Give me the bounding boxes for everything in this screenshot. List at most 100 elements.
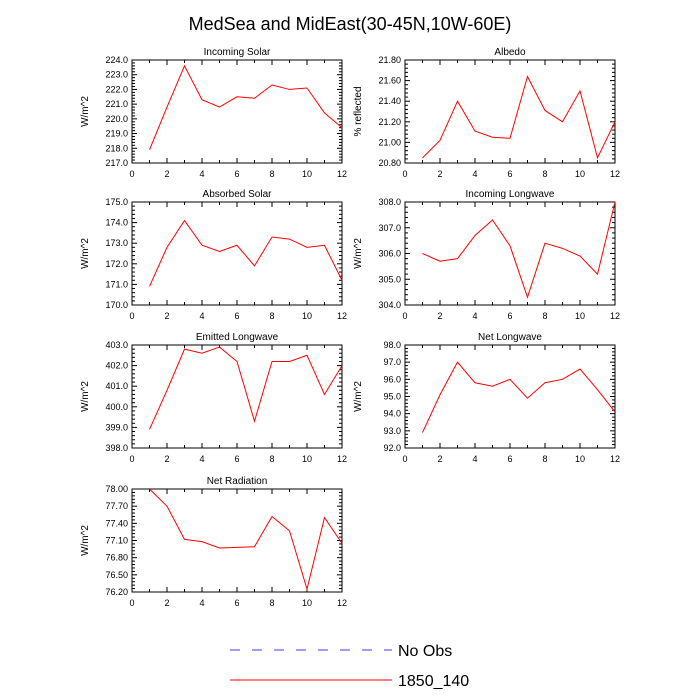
- x-tick-label-incoming-longwave: 0: [402, 311, 407, 321]
- x-tick-label-incoming-longwave: 12: [610, 311, 620, 321]
- x-tick-label-net-radiation: 2: [164, 598, 169, 608]
- panel-emitted-longwave: Emitted Longwave W/m^2 0 2 4 6 8 10 12 398.0 399.0…: [80, 332, 347, 464]
- y-tick-label-absorbed-solar: 171.0: [105, 279, 128, 289]
- legend-label-no-obs: No Obs: [398, 643, 452, 660]
- y-tick-label-net-longwave: 95.0: [383, 392, 401, 402]
- y-tick-label-net-longwave: 92.0: [383, 443, 401, 453]
- x-tick-label-net-radiation: 12: [337, 598, 347, 608]
- y-tick-label-net-longwave: 93.0: [383, 426, 401, 436]
- y-tick-label-net-longwave: 98.0: [383, 340, 401, 350]
- plot-frame-net-longwave: [404, 344, 616, 449]
- legend: No Obs 1850_140: [230, 643, 469, 690]
- panel-title-net-longwave: Net Longwave: [478, 332, 542, 343]
- y-tick-label-emitted-longwave: 398.0: [105, 443, 128, 453]
- y-axis-label-albedo: % reflected: [353, 86, 364, 136]
- y-tick-label-net-longwave: 94.0: [383, 409, 401, 419]
- x-tick-label-net-radiation: 6: [234, 598, 239, 608]
- x-tick-label-net-radiation: 10: [302, 598, 312, 608]
- x-tick-label-net-radiation: 8: [269, 598, 274, 608]
- y-tick-label-net-radiation: 76.50: [105, 570, 128, 580]
- y-tick-label-net-radiation: 78.00: [105, 484, 128, 494]
- y-tick-label-absorbed-solar: 174.0: [105, 218, 128, 228]
- x-tick-label-net-radiation: 4: [199, 598, 204, 608]
- y-tick-label-incoming-longwave: 306.0: [378, 249, 401, 259]
- y-axis-label-incoming-solar: W/m^2: [80, 96, 91, 127]
- plot-frame-emitted-longwave: [131, 344, 343, 449]
- y-tick-label-absorbed-solar: 172.0: [105, 259, 128, 269]
- panel-albedo: Albedo % reflected 0 2 4 6 8 10 12 20.80 21.00 21.2…: [353, 47, 620, 179]
- y-axis-label-absorbed-solar: W/m^2: [80, 238, 91, 269]
- panel-title-incoming-longwave: Incoming Longwave: [466, 189, 555, 200]
- x-tick-label-incoming-longwave: 6: [507, 311, 512, 321]
- x-tick-label-incoming-solar: 6: [234, 169, 239, 179]
- y-tick-label-incoming-longwave: 307.0: [378, 223, 401, 233]
- y-tick-label-incoming-solar: 224.0: [105, 55, 128, 65]
- x-tick-label-incoming-longwave: 10: [575, 311, 585, 321]
- y-tick-label-emitted-longwave: 402.0: [105, 361, 128, 371]
- plot-frame-incoming-longwave: [404, 201, 616, 306]
- y-tick-label-incoming-longwave: 305.0: [378, 274, 401, 284]
- series-line-albedo: [422, 75, 616, 160]
- x-tick-label-absorbed-solar: 6: [234, 311, 239, 321]
- y-tick-label-incoming-solar: 220.0: [105, 114, 128, 124]
- y-tick-label-net-longwave: 97.0: [383, 357, 401, 367]
- y-tick-label-emitted-longwave: 400.0: [105, 402, 128, 412]
- y-tick-label-albedo: 21.80: [378, 55, 401, 65]
- x-tick-label-emitted-longwave: 2: [164, 454, 169, 464]
- y-tick-label-albedo: 21.20: [378, 117, 401, 127]
- x-tick-label-net-longwave: 2: [437, 454, 442, 464]
- series-line-incoming-longwave: [422, 201, 616, 299]
- y-tick-label-emitted-longwave: 399.0: [105, 422, 128, 432]
- x-tick-label-emitted-longwave: 10: [302, 454, 312, 464]
- series-line-incoming-solar: [149, 64, 343, 150]
- x-tick-label-absorbed-solar: 0: [129, 311, 134, 321]
- y-tick-label-incoming-solar: 218.0: [105, 143, 128, 153]
- y-tick-label-net-longwave: 96.0: [383, 374, 401, 384]
- y-tick-label-net-radiation: 76.20: [105, 587, 128, 597]
- panel-title-emitted-longwave: Emitted Longwave: [196, 332, 279, 343]
- x-tick-label-absorbed-solar: 4: [199, 311, 204, 321]
- x-tick-label-net-radiation: 0: [129, 598, 134, 608]
- series-line-net-longwave: [422, 361, 616, 433]
- panel-title-absorbed-solar: Absorbed Solar: [203, 189, 273, 200]
- y-tick-label-albedo: 21.40: [378, 96, 401, 106]
- x-tick-label-incoming-solar: 2: [164, 169, 169, 179]
- x-tick-label-incoming-solar: 8: [269, 169, 274, 179]
- x-tick-label-incoming-longwave: 4: [472, 311, 477, 321]
- y-axis-label-emitted-longwave: W/m^2: [80, 381, 91, 412]
- x-tick-label-emitted-longwave: 4: [199, 454, 204, 464]
- y-tick-label-emitted-longwave: 401.0: [105, 381, 128, 391]
- y-tick-label-absorbed-solar: 170.0: [105, 300, 128, 310]
- x-tick-label-net-longwave: 6: [507, 454, 512, 464]
- plot-frame-incoming-solar: [131, 59, 343, 164]
- series-line-emitted-longwave: [149, 346, 343, 430]
- x-tick-label-emitted-longwave: 0: [129, 454, 134, 464]
- x-tick-label-absorbed-solar: 2: [164, 311, 169, 321]
- x-tick-label-emitted-longwave: 12: [337, 454, 347, 464]
- y-tick-label-net-radiation: 76.80: [105, 553, 128, 563]
- y-tick-label-emitted-longwave: 403.0: [105, 340, 128, 350]
- x-tick-label-albedo: 2: [437, 169, 442, 179]
- plot-frame-absorbed-solar: [131, 201, 343, 306]
- figure-title: MedSea and MidEast(30-45N,10W-60E): [189, 14, 512, 34]
- y-tick-label-incoming-solar: 223.0: [105, 70, 128, 80]
- y-tick-label-albedo: 21.00: [378, 137, 401, 147]
- y-tick-label-incoming-solar: 221.0: [105, 99, 128, 109]
- x-tick-label-absorbed-solar: 12: [337, 311, 347, 321]
- panel-incoming-longwave: Incoming Longwave W/m^2 0 2 4 6 8 10 12 304.0 305.…: [353, 189, 620, 321]
- x-tick-label-albedo: 10: [575, 169, 585, 179]
- y-tick-label-absorbed-solar: 175.0: [105, 197, 128, 207]
- legend-label-1850-140: 1850_140: [398, 673, 469, 690]
- panel-title-albedo: Albedo: [494, 47, 526, 58]
- x-tick-label-absorbed-solar: 10: [302, 311, 312, 321]
- y-axis-label-net-radiation: W/m^2: [80, 525, 91, 556]
- x-tick-label-albedo: 8: [542, 169, 547, 179]
- x-tick-label-net-longwave: 8: [542, 454, 547, 464]
- panel-title-incoming-solar: Incoming Solar: [204, 47, 271, 58]
- y-tick-label-incoming-solar: 222.0: [105, 84, 128, 94]
- x-tick-label-net-longwave: 4: [472, 454, 477, 464]
- series-line-net-radiation: [149, 488, 343, 592]
- x-tick-label-albedo: 0: [402, 169, 407, 179]
- y-tick-label-incoming-longwave: 304.0: [378, 300, 401, 310]
